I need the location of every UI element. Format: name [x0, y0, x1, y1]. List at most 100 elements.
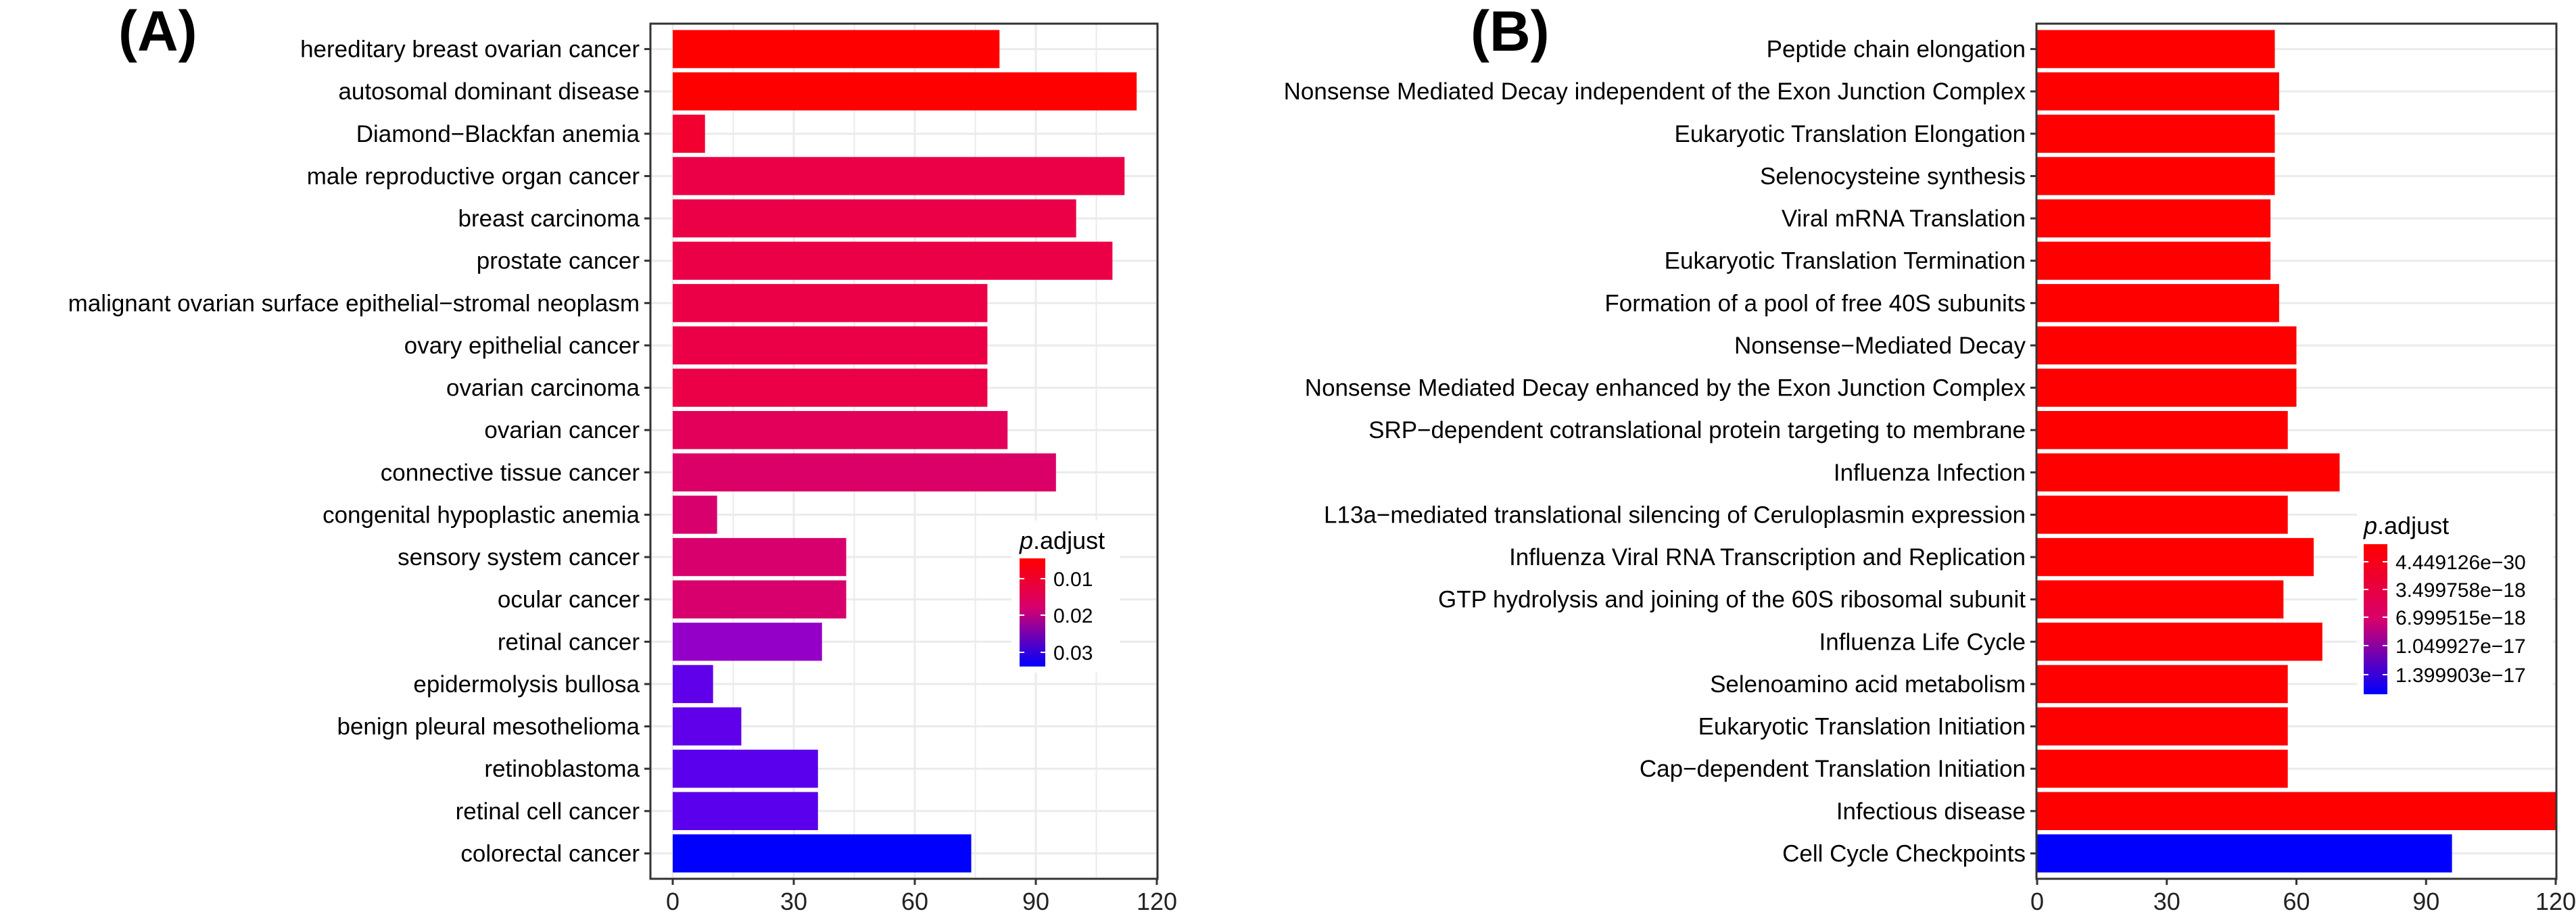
category-label: Infectious disease: [1836, 798, 2026, 825]
legend-label: 0.03: [1053, 642, 1093, 665]
category-label: ocular cancer: [498, 587, 640, 613]
legend-title: p.adjust: [2363, 512, 2449, 539]
bar: [2037, 72, 2279, 111]
category-label: epidermolysis bullosa: [413, 671, 640, 698]
legend-colorbar: [2364, 544, 2387, 694]
category-label: connective tissue cancer: [381, 460, 640, 486]
x-tick-label: 60: [2283, 888, 2310, 915]
x-tick-label: 60: [901, 888, 928, 915]
category-label: retinal cancer: [498, 629, 640, 655]
bar: [2037, 411, 2288, 450]
bar: [673, 30, 1000, 68]
category-label: L13a−mediated translational silencing of…: [1324, 502, 2026, 528]
category-label: Eukaryotic Translation Termination: [1665, 248, 2026, 274]
bar: [673, 665, 713, 704]
bar: [2037, 792, 2556, 830]
legend-label: 0.01: [1053, 569, 1093, 591]
x-tick-label: 30: [780, 888, 807, 915]
bar: [673, 326, 988, 365]
bar: [673, 411, 1008, 450]
bar: [2037, 749, 2288, 788]
bar: [673, 368, 988, 407]
category-label: Eukaryotic Translation Initiation: [1698, 714, 2026, 740]
chart-b: p.adjust 4.449126e−30 3.499758e−18 6.999515…: [1284, 22, 2576, 915]
bar: [2037, 707, 2288, 746]
category-label: Selenocysteine synthesis: [1760, 163, 2026, 189]
category-label: GTP hydrolysis and joining of the 60S ri…: [1438, 587, 2026, 613]
category-label: Influenza Infection: [1834, 460, 2026, 486]
bar: [2037, 665, 2288, 704]
x-tick-label: 0: [2030, 888, 2044, 915]
legend-label: 3.499758e−18: [2395, 579, 2526, 602]
category-label: Nonsense Mediated Decay independent of t…: [1284, 78, 2026, 105]
category-label: retinoblastoma: [484, 756, 640, 782]
bar: [673, 241, 1113, 280]
category-label: retinal cell cancer: [456, 798, 640, 825]
category-label: male reproductive organ cancer: [307, 163, 640, 189]
legend-label: 6.999515e−18: [2395, 607, 2526, 629]
panel-border: [649, 22, 1159, 880]
bar: [2037, 537, 2314, 577]
category-label: ovarian carcinoma: [446, 375, 640, 402]
category-label: Nonsense Mediated Decay enhanced by the …: [1305, 375, 2026, 402]
legend-label: 0.02: [1053, 605, 1093, 627]
panel-label-b: (B): [1471, 0, 1550, 63]
legend-label: 1.399903e−17: [2395, 665, 2526, 687]
bar: [2037, 157, 2275, 195]
category-label: breast carcinoma: [458, 206, 640, 232]
x-tick-label: 30: [2153, 888, 2180, 915]
bar: [2037, 326, 2297, 365]
category-label: ovarian cancer: [484, 417, 640, 443]
bar: [2037, 623, 2322, 661]
legend-label: 1.049927e−17: [2395, 635, 2526, 658]
bar: [2037, 453, 2340, 491]
category-label: Cell Cycle Checkpoints: [1782, 840, 2026, 867]
x-tick-label: 0: [666, 888, 679, 915]
bar: [2037, 834, 2452, 873]
chart-a: p.adjust 0.01 0.02 0.03 hereditary breast ov…: [68, 22, 1177, 915]
bar: [673, 749, 818, 788]
bar: [673, 792, 818, 830]
x-tick-label: 120: [2535, 888, 2576, 915]
x-tick-label: 120: [1137, 888, 1177, 915]
bar: [673, 284, 988, 322]
bar: [673, 537, 846, 577]
legend-title: p.adjust: [1019, 527, 1105, 554]
category-label: Viral mRNA Translation: [1782, 206, 2026, 232]
bar: [673, 834, 972, 873]
bar: [2037, 199, 2271, 238]
bar: [2037, 241, 2271, 280]
bar: [2037, 368, 2297, 407]
category-label: Diamond−Blackfan anemia: [356, 121, 640, 147]
legend-background: [2357, 506, 2553, 703]
category-label: Selenoamino acid metabolism: [1710, 671, 2026, 698]
bar: [2037, 284, 2279, 322]
category-label: benign pleural mesothelioma: [337, 714, 640, 740]
category-label: Peptide chain elongation: [1767, 37, 2026, 63]
category-label: Cap−dependent Translation Initiation: [1640, 756, 2026, 782]
category-label: sensory system cancer: [398, 544, 640, 571]
bar: [673, 580, 846, 619]
bar: [2037, 580, 2284, 619]
bar: [673, 496, 717, 534]
category-label: congenital hypoplastic anemia: [323, 502, 640, 528]
category-label: prostate cancer: [477, 248, 640, 274]
category-label: Influenza Viral RNA Transcription and Re…: [1509, 544, 2026, 571]
bar: [673, 453, 1056, 491]
bar: [2037, 496, 2288, 534]
bar: [673, 72, 1137, 111]
category-label: ovary epithelial cancer: [404, 333, 640, 359]
category-label: malignant ovarian surface epithelial−str…: [68, 290, 640, 316]
category-label: colorectal cancer: [460, 840, 640, 867]
panel-label-a: (A): [118, 0, 197, 63]
legend-label: 4.449126e−30: [2395, 552, 2526, 574]
category-label: SRP−dependent cotranslational protein ta…: [1368, 417, 2026, 443]
category-label: Formation of a pool of free 40S subunits: [1604, 290, 2026, 316]
bar: [673, 199, 1076, 238]
category-label: Eukaryotic Translation Elongation: [1675, 121, 2026, 147]
category-label: hereditary breast ovarian cancer: [300, 37, 640, 63]
bar: [673, 157, 1125, 195]
bar: [673, 623, 822, 661]
category-label: Influenza Life Cycle: [1819, 629, 2026, 655]
